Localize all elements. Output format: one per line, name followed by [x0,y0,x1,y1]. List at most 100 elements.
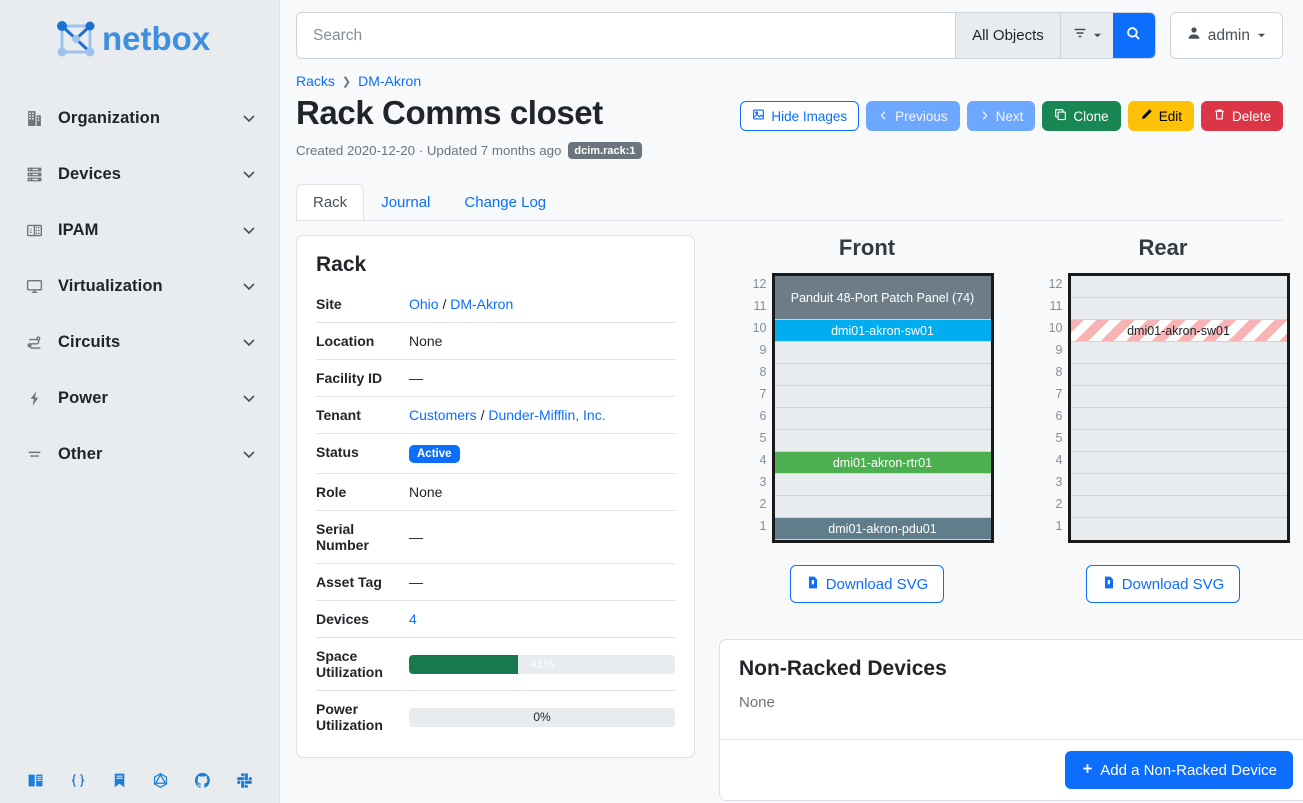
rack-unit-empty[interactable] [774,386,991,409]
rack-unit-empty[interactable] [1070,496,1287,519]
non-racked-empty-text: None [739,694,775,712]
github-icon[interactable] [194,772,211,789]
rack-unit-empty[interactable] [774,430,991,453]
chevron-down-icon [1093,27,1102,45]
sidebar-item-power[interactable]: Power [0,370,279,426]
chevron-down-icon[interactable] [241,222,257,238]
left-column: Rack Site Ohio / DM-Akron [296,235,695,801]
tenant-group-link[interactable]: Customers [409,407,477,424]
hide-images-button[interactable]: Hide Images [740,101,860,131]
rack-unit-empty[interactable] [774,496,991,519]
previous-button[interactable]: Previous [866,101,960,131]
add-non-racked-device-button[interactable]: Add a Non-Racked Device [1065,751,1293,790]
table-row: Site Ohio / DM-Akron [316,286,675,323]
user-menu-button[interactable]: admin [1169,12,1283,59]
chevron-down-icon[interactable] [241,446,257,462]
rear-elevation-title: Rear [1138,235,1188,261]
rack-card-title: Rack [316,253,367,277]
site-region-link[interactable]: Ohio [409,296,439,313]
search-submit-button[interactable] [1112,13,1155,58]
tab-change-log[interactable]: Change Log [447,184,563,221]
top-bar: All Objects [280,0,1303,59]
sidebar-item-virtualization[interactable]: Virtualization [0,258,279,314]
netbox-logo[interactable]: netbox [0,0,279,68]
breadcrumb-item-racks[interactable]: Racks [296,73,335,89]
tab-journal[interactable]: Journal [364,184,447,221]
rack-device[interactable]: Panduit 48-Port Patch Panel (74) [774,276,991,321]
chevron-down-icon[interactable] [241,390,257,406]
rack-unit-empty[interactable] [1070,342,1287,365]
filter-icon [1072,25,1088,46]
sidebar-item-ipam[interactable]: 1 IPAM [0,202,279,258]
sidebar-item-circuits[interactable]: Circuits [0,314,279,370]
search-filter-button[interactable] [1059,13,1113,58]
search-scope-label: All Objects [972,27,1044,44]
status-badge: Active [409,445,460,464]
rack-device[interactable]: dmi01-akron-sw01 [1070,320,1287,343]
user-icon [1187,26,1201,45]
rack-unit-empty[interactable] [774,342,991,365]
sidebar-item-label: Virtualization [58,276,163,295]
rack-unit-empty[interactable] [1070,452,1287,475]
chevron-right-icon: ❯ [341,75,352,88]
next-button[interactable]: Next [966,101,1036,131]
tab-label: Rack [313,194,348,212]
rack-unit-empty[interactable] [1070,518,1287,541]
sidebar-item-label: Circuits [58,332,121,351]
delete-button[interactable]: Delete [1200,101,1283,131]
rack-unit-empty[interactable] [1070,386,1287,409]
row-key: Tenant [316,396,409,434]
rack-unit-empty[interactable] [774,364,991,387]
chevron-right-icon [979,109,990,124]
download-svg-front-button[interactable]: Download SVG [789,565,945,604]
row-value-space-utilization: 41% [409,637,675,691]
pencil-icon [1140,108,1153,124]
unit-number: 11 [1049,299,1063,314]
unit-number: 2 [759,497,767,512]
rack-unit-empty[interactable] [774,408,991,431]
download-svg-rear-button[interactable]: Download SVG [1085,565,1241,604]
site-link[interactable]: DM-Akron [450,296,514,313]
api-braces-icon[interactable] [69,772,87,789]
file-download-icon [1102,575,1116,594]
unit-number: 3 [1055,475,1063,490]
breadcrumb-item-site[interactable]: DM-Akron [358,73,422,89]
graphql-icon[interactable] [152,772,169,789]
table-row: Power Utilization 0% [316,690,675,744]
rack-device[interactable]: dmi01-akron-rtr01 [774,452,991,475]
search-scope-button[interactable]: All Objects [955,13,1060,58]
chevron-down-icon[interactable] [241,278,257,294]
svg-text:netbox: netbox [102,20,211,57]
rack-unit-empty[interactable] [1070,364,1287,387]
hide-images-label: Hide Images [771,108,848,124]
chevron-down-icon[interactable] [241,166,257,182]
tab-rack[interactable]: Rack [296,184,365,222]
search-input[interactable] [297,13,956,58]
rack-device[interactable]: dmi01-akron-sw01 [774,320,991,343]
rack-unit-empty[interactable] [1070,276,1287,299]
docs-book-icon[interactable] [27,772,44,789]
sidebar-item-organization[interactable]: Organization [0,90,279,146]
trash-icon [1213,108,1226,124]
rack-device[interactable]: dmi01-akron-pdu01 [774,518,991,541]
unit-number: 4 [1055,453,1063,468]
rack-unit-empty[interactable] [1070,474,1287,497]
rack-unit-empty[interactable] [774,474,991,497]
edit-button[interactable]: Edit [1127,101,1194,131]
bookmark-icon[interactable] [112,772,127,789]
sidebar-item-devices[interactable]: Devices [0,146,279,202]
rear-rack-frame[interactable]: dmi01-akron-sw01 [1067,273,1290,544]
devices-count-link[interactable]: 4 [409,611,417,628]
monitor-icon [26,278,52,295]
front-rack-frame[interactable]: Panduit 48-Port Patch Panel (74) dmi01-ak… [771,273,994,544]
rack-unit-empty[interactable] [1070,298,1287,321]
sidebar-item-other[interactable]: Other [0,426,279,482]
right-column: Front 12 11 10 9 8 7 6 5 4 3 2 1 Panduit 48-Port Pa… [719,235,1303,802]
slack-icon[interactable] [236,772,253,789]
chevron-down-icon[interactable] [241,110,257,126]
clone-button[interactable]: Clone [1042,101,1121,131]
chevron-down-icon[interactable] [241,334,257,350]
rack-unit-empty[interactable] [1070,408,1287,431]
tenant-link[interactable]: Dunder-Mifflin, Inc. [488,407,606,424]
rack-unit-empty[interactable] [1070,430,1287,453]
